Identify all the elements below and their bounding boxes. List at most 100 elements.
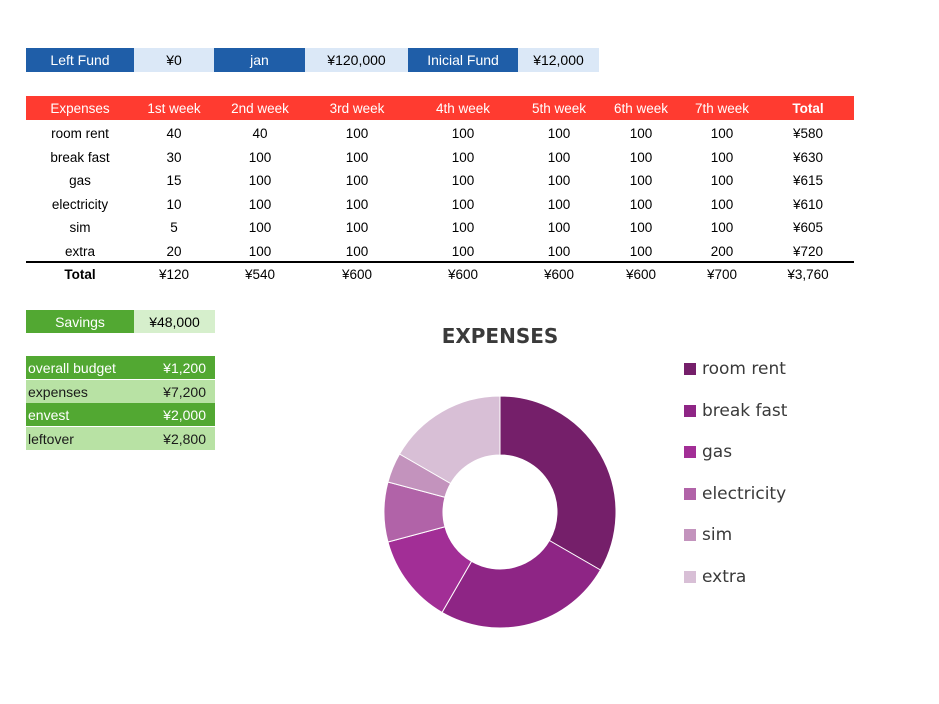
table-cell[interactable]: 100 (345, 149, 369, 165)
table-cell[interactable]: 100 (629, 196, 653, 212)
table-cell[interactable]: 100 (710, 220, 734, 235)
header-cell[interactable]: 5th week (531, 100, 587, 116)
table-cell[interactable]: 100 (451, 220, 475, 235)
header-cell[interactable]: 3rd week (329, 100, 385, 116)
total-cell[interactable]: ¥540 (244, 267, 276, 282)
table-cell[interactable]: 100 (248, 173, 272, 188)
month-value[interactable]: ¥120,000 (305, 48, 408, 72)
savings-value[interactable]: ¥48,000 (134, 310, 215, 333)
table-cell[interactable]: 100 (248, 220, 272, 235)
table-cell[interactable]: 20 (166, 243, 182, 259)
table-cell[interactable]: 100 (629, 243, 653, 259)
table-cell[interactable]: 100 (345, 126, 369, 141)
table-cell[interactable]: 100 (248, 196, 272, 212)
table-cell[interactable]: 15 (166, 173, 182, 188)
table-cell[interactable]: 100 (710, 149, 734, 165)
table-cell[interactable]: 100 (345, 220, 369, 235)
legend-item[interactable]: sim (684, 525, 732, 545)
legend-item[interactable]: electricity (684, 484, 786, 504)
header-cell[interactable]: 6th week (613, 100, 669, 116)
legend-item[interactable]: break fast (684, 401, 787, 421)
total-cell[interactable]: ¥600 (543, 267, 575, 282)
legend-swatch (684, 487, 696, 500)
legend-item[interactable]: extra (684, 567, 746, 587)
table-cell[interactable]: 10 (166, 196, 182, 212)
table-cell[interactable]: 100 (547, 243, 571, 259)
total-cell[interactable]: ¥600 (625, 267, 657, 282)
header-cell[interactable]: 1st week (147, 100, 201, 116)
budget-value: ¥7,200 (163, 383, 206, 400)
budget-row-envest[interactable]: envest ¥2,000 (26, 403, 215, 426)
left-fund-label[interactable]: Left Fund (26, 48, 134, 72)
row-label[interactable]: extra (64, 243, 95, 259)
table-cell[interactable]: 100 (451, 149, 475, 165)
table-cell[interactable]: 40 (166, 126, 182, 141)
total-cell[interactable]: ¥700 (706, 267, 738, 282)
header-cell[interactable]: 2nd week (231, 100, 289, 116)
table-cell[interactable]: ¥720 (792, 243, 824, 259)
header-cell[interactable]: 7th week (694, 100, 750, 116)
table-cell[interactable]: 100 (547, 220, 571, 235)
table-cell[interactable]: 100 (710, 196, 734, 212)
row-label[interactable]: sim (69, 220, 91, 235)
table-cell[interactable]: 100 (345, 196, 369, 212)
row-label[interactable]: gas (69, 173, 91, 188)
table-cell[interactable]: 100 (451, 173, 475, 188)
table-cell[interactable]: 100 (248, 149, 272, 165)
table-cell[interactable]: 100 (547, 126, 571, 141)
table-cell[interactable]: ¥605 (792, 220, 824, 235)
row-label[interactable]: electricity (51, 196, 109, 212)
donut-slice-extra[interactable] (398, 395, 501, 485)
table-cell[interactable]: 100 (451, 243, 475, 259)
table-cell[interactable]: 100 (547, 173, 571, 188)
table-cell[interactable]: ¥615 (792, 173, 824, 188)
row-label[interactable]: break fast (50, 149, 110, 165)
table-cell[interactable]: 100 (547, 196, 571, 212)
table-cell[interactable]: 100 (629, 149, 653, 165)
table-cell[interactable]: 100 (345, 243, 369, 259)
table-cell[interactable]: ¥630 (792, 149, 824, 165)
header-cell[interactable]: Total (792, 100, 824, 116)
table-cell[interactable]: 200 (710, 243, 734, 259)
table-cell[interactable]: 100 (451, 196, 475, 212)
legend-swatch (684, 363, 696, 375)
expenses-donut-chart[interactable] (380, 392, 620, 632)
table-cell[interactable]: 100 (248, 243, 272, 259)
table-cell[interactable]: 100 (629, 126, 653, 141)
header-cell[interactable]: 4th week (435, 100, 491, 116)
total-cell[interactable]: ¥120 (158, 267, 190, 282)
table-cell[interactable]: 100 (629, 220, 653, 235)
table-cell[interactable]: 100 (451, 126, 475, 141)
budget-row-leftover[interactable]: leftover ¥2,800 (26, 427, 215, 450)
month-label[interactable]: jan (214, 48, 305, 72)
total-cell[interactable]: ¥600 (341, 267, 373, 282)
donut-slice-break-fast[interactable] (441, 539, 602, 629)
table-cell[interactable]: 100 (710, 173, 734, 188)
row-label[interactable]: room rent (51, 126, 109, 141)
table-cell[interactable]: 40 (252, 126, 268, 141)
legend-label: extra (702, 566, 747, 587)
table-cell[interactable]: ¥610 (792, 196, 824, 212)
total-label[interactable]: Total (64, 267, 96, 282)
donut-slice-room-rent[interactable] (499, 395, 617, 571)
table-cell[interactable]: 30 (166, 149, 182, 165)
table-cell[interactable]: 100 (710, 126, 734, 141)
table-cell[interactable]: 100 (345, 173, 369, 188)
header-cell[interactable]: Expenses (50, 100, 110, 116)
initial-fund-value[interactable]: ¥12,000 (518, 48, 599, 72)
total-cell[interactable]: ¥3,760 (787, 267, 829, 282)
budget-row-overall[interactable]: overall budget ¥1,200 (26, 356, 215, 379)
table-cell[interactable]: 5 (170, 220, 178, 235)
legend-item[interactable]: room rent (684, 359, 786, 379)
legend-item[interactable]: gas (684, 442, 732, 462)
legend-label: sim (702, 525, 733, 545)
budget-row-expenses[interactable]: expenses ¥7,200 (26, 380, 215, 403)
savings-label[interactable]: Savings (26, 310, 134, 333)
left-fund-value[interactable]: ¥0 (134, 48, 214, 72)
table-cell[interactable]: 100 (547, 149, 571, 165)
initial-fund-label[interactable]: Inicial Fund (408, 48, 518, 72)
table-cell[interactable]: ¥580 (792, 126, 824, 141)
total-divider (26, 261, 854, 263)
table-cell[interactable]: 100 (629, 173, 653, 188)
total-cell[interactable]: ¥600 (447, 267, 479, 282)
